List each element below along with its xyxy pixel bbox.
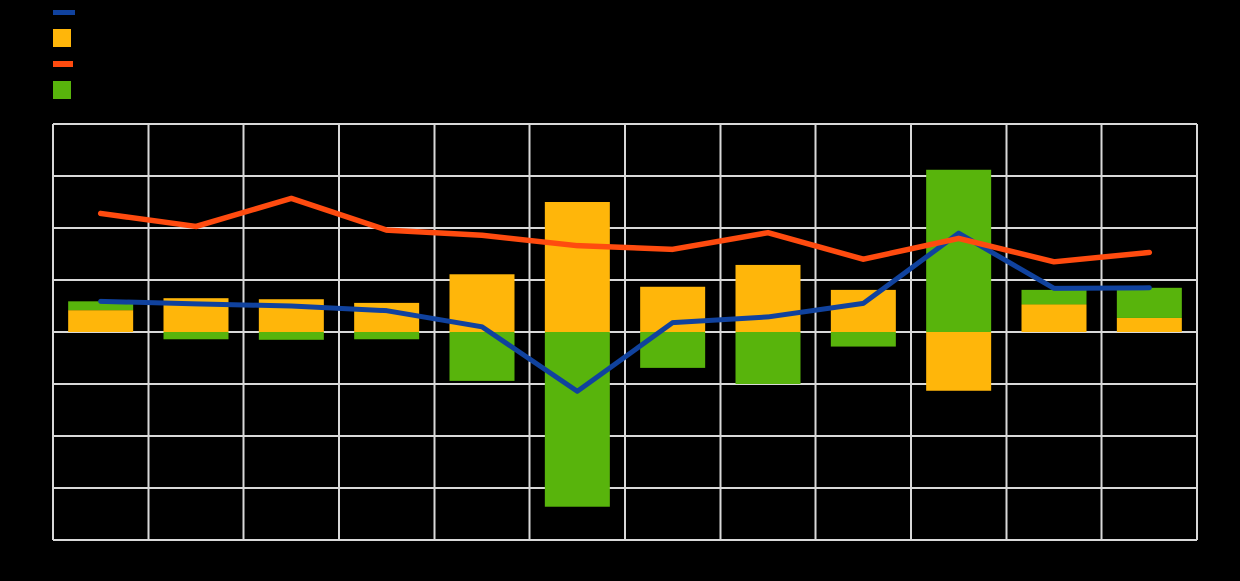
- bar-segment-yellow-bar: [926, 332, 992, 391]
- blue-line-swatch-icon: [53, 10, 75, 15]
- bar-segment-yellow-bar: [544, 202, 610, 332]
- bar-segment-yellow-bar: [1116, 317, 1182, 332]
- chart-legend: [0, 0, 400, 110]
- bar-segment-green-bar: [163, 332, 229, 340]
- orange-line-swatch-icon: [53, 61, 73, 67]
- legend-item-blue-line: [53, 10, 83, 15]
- bar-segment-green-bar: [68, 301, 134, 311]
- bar-segment-yellow-bar: [68, 310, 134, 332]
- line-series-orange-line: [97, 195, 1153, 265]
- yellow-bar-swatch-icon: [53, 29, 71, 47]
- legend-item-green-bar: [53, 81, 79, 99]
- bar-segment-green-bar: [735, 332, 801, 384]
- green-bar-swatch-icon: [53, 81, 71, 99]
- bar-segment-green-bar: [830, 332, 896, 347]
- legend-item-orange-line: [53, 61, 81, 67]
- bar-segment-yellow-bar: [1021, 304, 1087, 332]
- bar-segment-green-bar: [1116, 287, 1182, 318]
- legend-item-yellow-bar: [53, 29, 79, 47]
- bar-segment-green-bar: [258, 332, 324, 340]
- bar-segment-yellow-bar: [830, 289, 896, 332]
- bar-segment-green-bar: [544, 332, 610, 507]
- bar-segment-green-bar: [354, 332, 420, 340]
- bar-segment-yellow-bar: [735, 264, 801, 332]
- bar-segment-green-bar: [1021, 289, 1087, 305]
